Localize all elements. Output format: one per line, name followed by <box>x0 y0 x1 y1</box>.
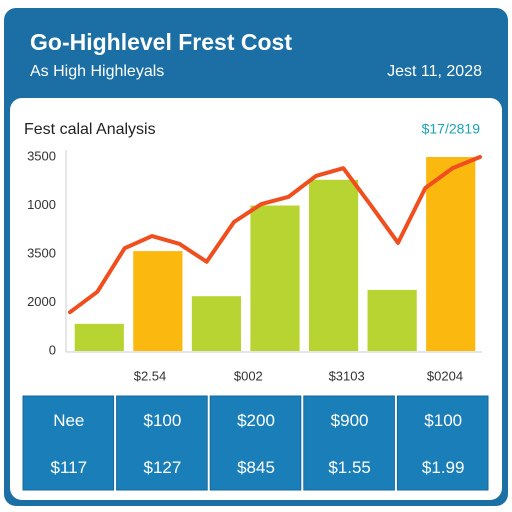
subtitle: As High Highleyals <box>30 63 164 80</box>
bar <box>250 205 300 351</box>
bar <box>367 289 417 351</box>
table-text: $117 <box>51 458 88 477</box>
y-axis-label: 3500 <box>27 148 56 163</box>
table-cell <box>303 395 395 491</box>
table-cell <box>209 395 302 491</box>
table-text: $1.55 <box>328 458 371 477</box>
table-text: $900 <box>331 411 369 430</box>
date: Jest 11, 2028 <box>387 63 482 80</box>
bar <box>308 179 359 351</box>
bar <box>74 323 124 351</box>
chart-subtitle: $17/2819 <box>422 121 481 137</box>
x-axis-label: $3103 <box>329 368 365 383</box>
y-axis-label: 0 <box>49 342 56 357</box>
x-axis-label: $0204 <box>427 368 463 383</box>
y-axis-label: 1000 <box>27 197 56 212</box>
table-cell <box>116 395 208 491</box>
x-axis-label: $002 <box>234 368 263 383</box>
table-text: $100 <box>424 411 462 430</box>
x-axis-label: $2.54 <box>134 368 167 383</box>
bar <box>426 157 476 351</box>
table-cell <box>396 395 489 491</box>
table-text: $127 <box>143 458 181 477</box>
table-text: $1.99 <box>422 458 465 477</box>
line <box>68 155 482 315</box>
title: Go-Highlevel Frest Cost <box>30 29 292 55</box>
bar <box>133 251 183 351</box>
y-axis-label: 3500 <box>27 245 56 260</box>
table-text: $100 <box>143 411 181 430</box>
table-cell <box>22 395 115 491</box>
table-text: Nee <box>53 411 84 430</box>
y-axis-label: 2000 <box>27 294 56 309</box>
bar <box>191 296 242 351</box>
table-text: $200 <box>237 411 275 430</box>
table-text: $845 <box>237 458 275 477</box>
chart-title: Fest calal Analysis <box>24 121 156 138</box>
